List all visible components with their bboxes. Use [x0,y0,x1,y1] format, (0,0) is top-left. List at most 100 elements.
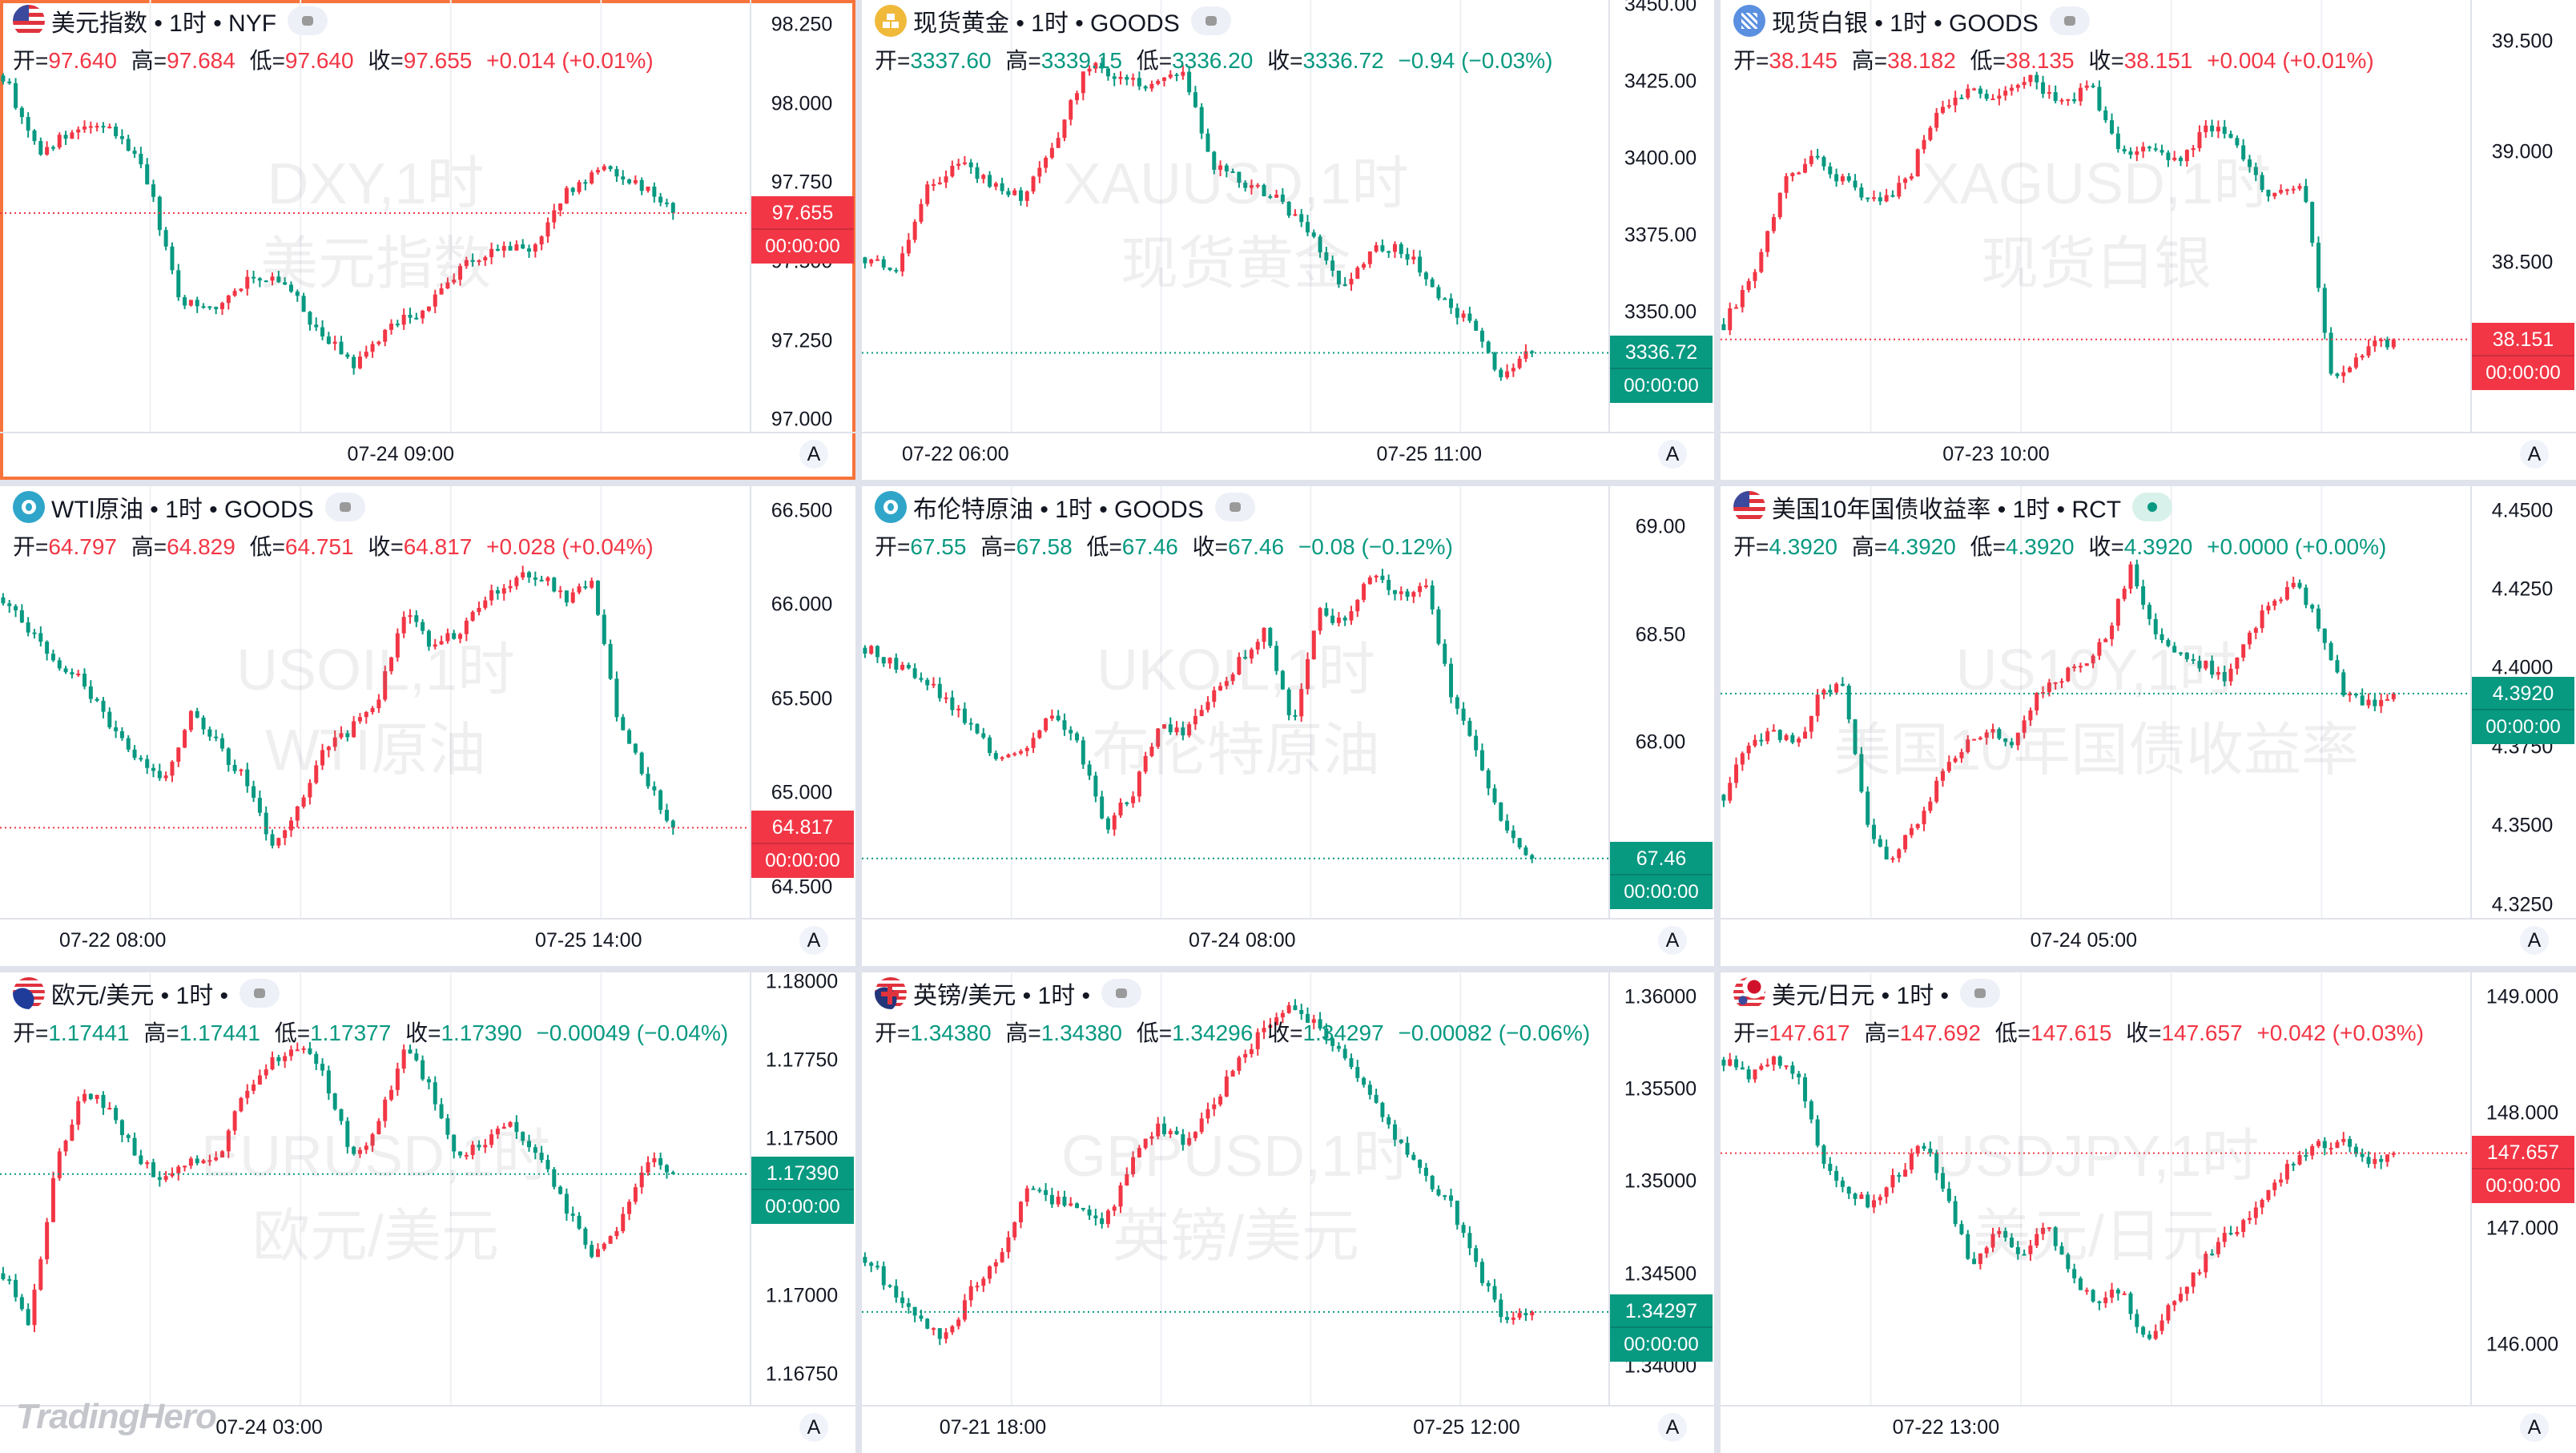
candle-body [2084,85,2089,88]
symbol-title[interactable]: 美国10年国债收益率 • 1时 • RCT [1772,497,2122,523]
candle [2272,1179,2277,1197]
candle [264,806,268,841]
market-status-badge[interactable] [2132,493,2173,521]
candle [881,256,886,271]
time-axis[interactable]: A 07-22 13:00 [1721,1405,2576,1453]
price-axis[interactable]: 1.17390 00:00:00 1.18000 1.17750 1.17500 1.… [750,972,855,1407]
symbol-title[interactable]: 英镑/美元 • 1时 • [913,983,1091,1009]
market-status-badge[interactable] [1101,979,1142,1008]
chart-panel-8[interactable]: 美元/日元 • 1时 • 开=147.617 高=147.692 低=147.6… [1721,972,2576,1453]
time-axis[interactable]: A 07-24 03:00 [0,1405,855,1453]
candle-body [1181,71,1185,76]
price-axis[interactable]: 97.655 00:00:00 98.25098.00097.75097.500… [750,0,855,433]
auto-scale-button[interactable]: A [799,440,828,469]
candle [395,1062,400,1097]
market-status-badge[interactable] [324,493,365,521]
symbol-title[interactable]: WTI原油 • 1时 • GOODS [51,497,314,523]
auto-scale-button[interactable]: A [1658,440,1687,469]
candle-body [32,130,37,142]
bar-countdown: 00:00:00 [1624,1334,1699,1356]
candle-body [2341,1138,2346,1142]
candle [1797,1071,1801,1085]
symbol-title[interactable]: 布伦特原油 • 1时 • GOODS [913,497,1204,523]
chart-panel-7[interactable]: 英镑/美元 • 1时 • 开=1.34380 高=1.34380 低=1.342… [862,972,1714,1453]
time-axis[interactable]: A 07-21 18:00 07-25 12:00 [862,1405,1714,1453]
candle-body [70,1125,74,1141]
candle-body [1890,858,1895,860]
chart-panel-0[interactable]: 美元指数 • 1时 • NYF 开=97.640 高=97.684 低=97.6… [0,0,855,480]
chart-panel-6[interactable]: 欧元/美元 • 1时 • 开=1.17441 高=1.17441 低=1.173… [0,972,855,1453]
symbol-title[interactable]: 现货黄金 • 1时 • GOODS [913,10,1180,37]
candle [1809,1099,1813,1124]
candle [1866,786,1870,827]
candle [950,160,955,178]
candle-body [1878,197,1882,202]
symbol-title[interactable]: 欧元/美元 • 1时 • [51,983,229,1009]
chart-panel-4[interactable]: 布伦特原油 • 1时 • GOODS 开=67.55 高=67.58 低=67.… [862,486,1714,966]
candle-body [881,259,886,268]
candle [1940,1166,1945,1192]
auto-scale-button[interactable]: A [1658,1413,1687,1442]
candle [2135,559,2139,590]
market-status-badge[interactable] [1960,979,2001,1008]
time-axis[interactable]: A 07-23 10:00 [1721,432,2576,480]
auto-scale-button[interactable]: A [2520,440,2549,469]
market-status-badge[interactable] [239,979,280,1008]
candle [2210,119,2215,138]
price-tick-label: 1.35000 [1624,1169,1697,1193]
candle [452,630,457,640]
time-axis[interactable]: A 07-22 08:00 07-25 14:00 [0,918,855,966]
time-axis[interactable]: A 07-24 08:00 [862,918,1714,966]
price-axis[interactable]: 38.151 00:00:00 39.500 39.000 38.500 [2470,0,2576,433]
chart-panel-2[interactable]: 现货白银 • 1时 • GOODS 开=38.145 高=38.182 低=38… [1721,0,2576,480]
market-status-badge[interactable] [288,6,328,35]
candle-body [1387,251,1391,253]
candle [1049,143,1054,159]
candle-body [1443,643,1447,664]
price-tick-label: 147.000 [2485,1217,2559,1240]
time-axis[interactable]: A 07-24 09:00 [0,432,855,480]
symbol-title[interactable]: 美元/日元 • 1时 • [1772,983,1950,1009]
price-axis[interactable]: 4.3920 00:00:00 4.4500 4.4250 4.4000 4.3750… [2470,486,2576,920]
candle [245,763,250,793]
candle-body [2360,695,2365,706]
candle [257,276,262,288]
time-axis[interactable]: A 07-24 05:00 [1721,918,2576,966]
candle [1024,1185,1029,1206]
auto-scale-button[interactable]: A [799,1413,828,1442]
auto-scale-button[interactable]: A [2520,1413,2549,1442]
auto-scale-button[interactable]: A [1658,926,1687,955]
close-value: 1.17390 [441,1020,522,1045]
candle-body [1903,835,1908,850]
market-status-badge[interactable] [1214,493,1255,521]
auto-scale-button[interactable]: A [799,926,828,955]
low-label: 低= [1994,1020,2031,1045]
candle-body [1012,190,1017,195]
auto-scale-button[interactable]: A [2520,926,2549,955]
candle [2115,126,2120,153]
price-axis[interactable]: 64.817 00:00:00 66.500 66.000 65.500 65.000… [750,486,855,920]
candle [38,137,43,156]
price-axis[interactable]: 3336.72 00:00:00 3450.00 3425.00 3400.00 33… [1608,0,1714,433]
candle-body [1740,1067,1745,1070]
chart-panel-1[interactable]: 现货黄金 • 1时 • GOODS 开=3337.60 高=3339.15 低=… [862,0,1714,480]
market-status-badge[interactable] [2049,6,2090,35]
time-axis[interactable]: A 07-22 06:00 07-25 11:00 [862,432,1714,480]
candle [1753,268,1757,288]
candle [495,244,500,252]
candle [326,745,331,758]
price-axis[interactable]: 67.46 00:00:00 69.00 68.50 68.00 [1608,486,1714,920]
candle-body [19,610,24,622]
chart-panel-3[interactable]: WTI原油 • 1时 • GOODS 开=64.797 高=64.829 低=6… [0,486,855,966]
price-axis[interactable]: 147.657 00:00:00 149.000 148.000 147.000 14… [2470,972,2576,1407]
market-status-badge[interactable] [1190,6,1231,35]
candle [1125,801,1129,807]
symbol-title[interactable]: 美元指数 • 1时 • NYF [51,10,277,37]
price-axis[interactable]: 1.34297 00:00:00 1.36000 1.35500 1.35000 1.… [1608,972,1714,1407]
candle [1037,1187,1042,1193]
chart-panel-5[interactable]: 美国10年国债收益率 • 1时 • RCT 开=4.3920 高=4.3920 … [1721,486,2576,966]
candle [270,272,275,286]
candle-body [1125,1173,1129,1185]
symbol-title[interactable]: 现货白银 • 1时 • GOODS [1772,10,2039,37]
candle [1044,1183,1049,1201]
